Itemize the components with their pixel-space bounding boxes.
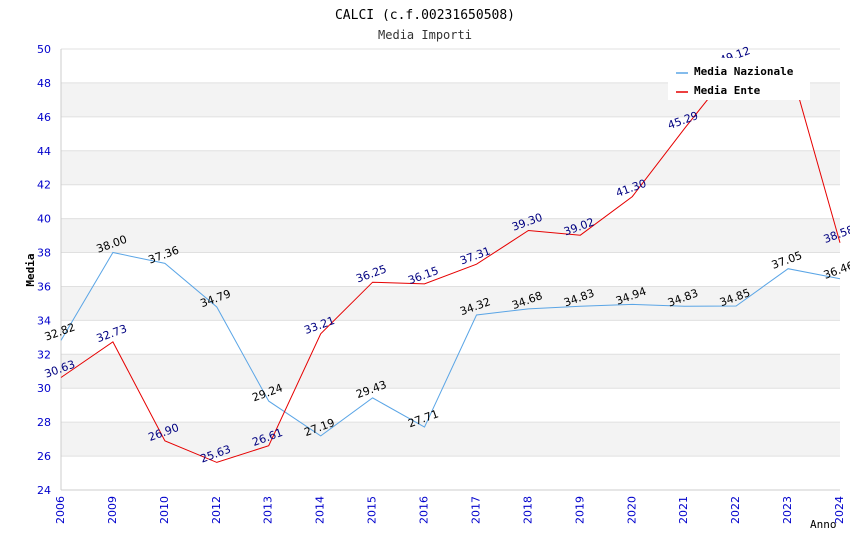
data-label-media-ente: 36.25 [354,262,388,285]
y-tick-label: 34 [37,314,51,327]
y-tick-label: 26 [37,450,51,463]
chart-title: CALCI (c.f.00231650508) [335,8,515,23]
x-tick-label: 2016 [418,496,431,524]
series-line-media-ente [60,58,841,463]
legend-label-media-ente: Media Ente [694,84,761,97]
y-tick-label: 28 [37,416,51,429]
x-tick-label: 2018 [521,496,534,524]
legend-item-media-nazionale: Media Nazionale [676,65,794,78]
y-tick-label: 40 [37,213,51,226]
y-tick-label: 42 [37,179,51,192]
x-axis-label: Anno [810,518,837,531]
x-tick-label: 2010 [158,496,171,524]
legend-label-media-nazionale: Media Nazionale [694,65,794,78]
y-tick-label: 44 [37,145,51,158]
grid-bands [61,82,840,457]
y-tick-label: 50 [37,43,51,56]
y-tick-label: 30 [37,382,51,395]
x-tick-label: 2021 [677,496,690,524]
x-tick-label: 2020 [625,496,638,524]
y-tick-label: 48 [37,77,51,90]
x-tick-label: 2017 [469,496,482,524]
x-tick-label: 2014 [314,496,327,524]
data-label-media-ente: 32.73 [95,322,129,345]
series-line-media-nazionale [60,251,841,437]
legend-item-media-ente: Media Ente [676,84,761,97]
y-tick-label: 46 [37,111,51,124]
y-tick-label: 32 [37,348,51,361]
legend-background [668,58,810,100]
y-axis-label: Media [24,253,37,286]
grid-band [61,150,840,185]
x-tick-labels: 2006 2009 2010 2012 2013 2014 2015 2016 2017 2018… [54,496,846,524]
x-tick-label: 2006 [54,496,67,524]
x-tick-label: 2019 [573,496,586,524]
y-tick-label: 38 [37,247,51,260]
x-tick-label: 2012 [210,496,223,524]
x-tick-label: 2015 [366,496,379,524]
y-tick-labels: 24 26 28 30 32 34 36 38 40 42 44 46 48 50 [37,43,51,497]
grid-band [61,286,840,321]
legend: Media Nazionale Media Ente [668,58,810,100]
x-tick-label: 2022 [729,496,742,524]
grid-band [61,422,840,457]
x-tick-label: 2013 [262,496,275,524]
y-tick-label: 36 [37,280,51,293]
x-tick-label: 2009 [106,496,119,524]
grid-band [61,218,840,253]
x-tick-label: 2024 [833,496,846,524]
y-tick-label: 24 [37,484,51,497]
series-lines [60,58,841,463]
x-tick-label: 2023 [781,496,794,524]
chart-subtitle: Media Importi [378,28,472,42]
